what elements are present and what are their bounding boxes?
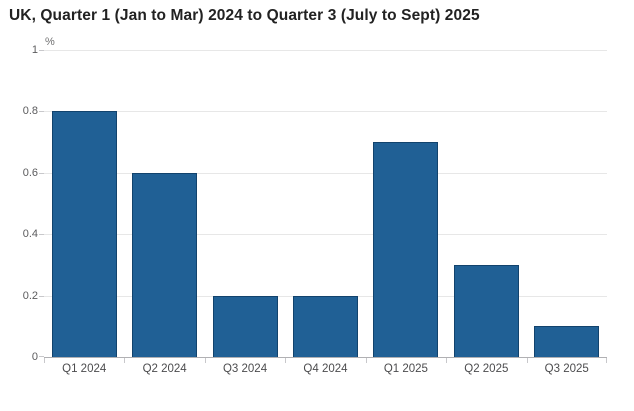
gridline: [44, 50, 607, 51]
bar-cell: [205, 50, 285, 357]
bar: [132, 172, 198, 357]
y-tick-mark: [39, 234, 44, 236]
y-tick-label: 0.2: [22, 289, 38, 302]
x-tick-mark: [204, 358, 206, 363]
bar-cell: [44, 50, 124, 357]
x-tick-label: Q1 2025: [383, 363, 428, 375]
bar: [292, 295, 358, 357]
chart-title: UK, Quarter 1 (Jan to Mar) 2024 to Quart…: [9, 7, 480, 24]
y-tick-label: 1: [31, 44, 38, 56]
y-tick-mark: [39, 295, 44, 297]
bar-cell: [527, 50, 607, 357]
y-tick-label: 0.4: [22, 228, 38, 241]
y-tick-mark: [39, 111, 44, 113]
bar-cell: [285, 50, 365, 357]
y-axis: 0 0.2 0.4 0.6 0.8 1: [0, 44, 38, 363]
x-tick-label: Q3 2025: [544, 363, 589, 375]
x-tick-mark: [124, 358, 126, 363]
y-tick-label: 0.8: [22, 105, 38, 118]
x-tick-label: Q4 2024: [303, 363, 348, 375]
x-tick-label: Q3 2024: [222, 363, 268, 375]
x-tick-mark: [365, 358, 367, 363]
bar-cell: [446, 50, 526, 357]
x-tick-mark: [446, 358, 448, 363]
bar: [51, 111, 117, 357]
bar-cell: [124, 50, 204, 357]
bar: [534, 326, 600, 357]
x-tick-mark: [606, 358, 607, 363]
x-tick-mark: [44, 358, 45, 363]
gridline: [44, 234, 607, 236]
y-tick-mark: [39, 356, 44, 357]
x-tick-mark: [285, 358, 287, 363]
x-tick-label: Q2 2024: [142, 363, 187, 375]
x-tick-label: Q1 2024: [62, 363, 107, 375]
y-tick-label: 0.6: [22, 166, 38, 179]
bar-series: [44, 50, 607, 357]
y-tick-label: 0: [31, 351, 38, 363]
bar-cell: [366, 50, 446, 357]
bar: [373, 142, 439, 357]
gridline: [44, 172, 607, 174]
x-tick-mark: [526, 358, 528, 363]
y-tick-mark: [39, 50, 44, 51]
y-tick-mark: [39, 172, 44, 174]
x-tick-label: Q2 2025: [464, 363, 509, 375]
bar: [453, 264, 519, 357]
plot-area: [39, 50, 607, 363]
gridline: [44, 111, 607, 113]
x-axis: Q1 2024 Q2 2024 Q3 2024 Q4 2024 Q1 2025 Q2 20…: [44, 362, 607, 376]
y-axis-unit-label: %: [45, 36, 58, 48]
bar: [212, 295, 278, 357]
